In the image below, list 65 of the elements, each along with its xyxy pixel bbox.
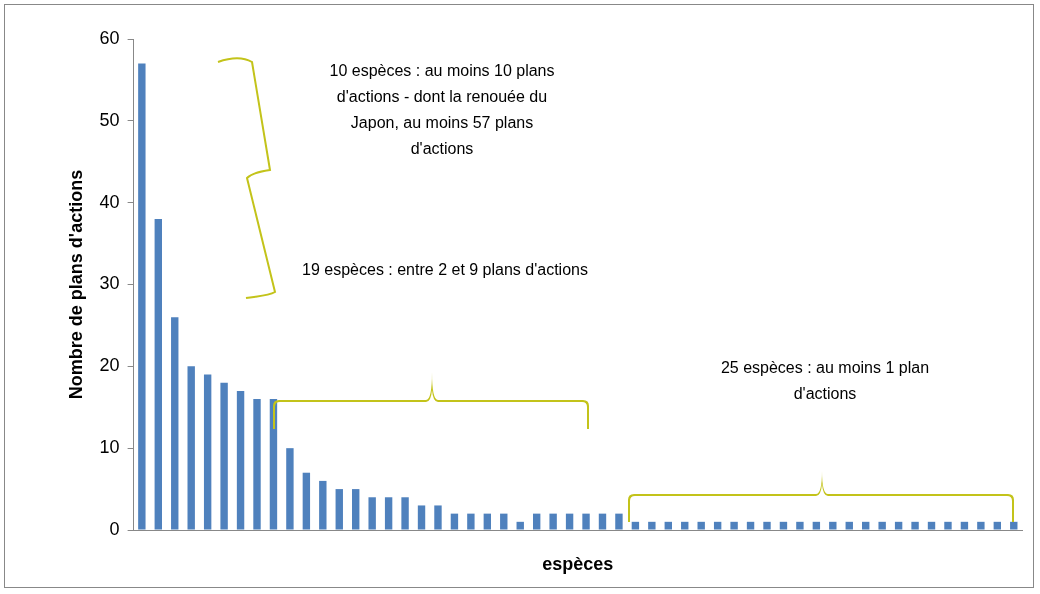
bar	[368, 497, 376, 530]
bar	[779, 521, 788, 530]
bar	[220, 382, 228, 530]
bar	[138, 63, 146, 530]
bar	[927, 521, 936, 530]
bar	[154, 219, 162, 530]
bar	[532, 513, 541, 530]
annotation: 19 espèces : entre 2 et 9 plans d'actions	[301, 260, 589, 280]
bar	[746, 521, 755, 530]
bar	[352, 489, 360, 530]
bar	[319, 480, 327, 530]
bar	[582, 513, 590, 530]
y-tick-label: 30	[99, 273, 120, 294]
annotation: 25 espèces : au moins 1 plan d'actions	[719, 358, 931, 404]
bar	[977, 521, 985, 530]
bar	[944, 521, 952, 530]
bar	[894, 521, 903, 530]
y-tick-label: 0	[109, 518, 120, 539]
bar	[286, 448, 294, 530]
bar	[483, 513, 492, 530]
bar	[434, 505, 442, 530]
bar	[187, 366, 195, 530]
bar	[845, 521, 853, 530]
bar	[615, 513, 623, 530]
bar	[236, 390, 245, 530]
bar	[549, 513, 557, 530]
y-tick-label: 40	[99, 191, 120, 212]
bar	[171, 317, 179, 530]
bar	[730, 521, 738, 530]
bar	[812, 521, 821, 530]
bar	[302, 472, 311, 530]
bar	[417, 505, 426, 530]
bar	[500, 513, 508, 530]
bar	[598, 513, 607, 530]
bar	[384, 497, 393, 530]
bar	[829, 521, 837, 530]
bar	[862, 521, 870, 530]
bar	[516, 521, 524, 530]
bar	[450, 513, 459, 530]
y-tick-label: 60	[99, 27, 120, 48]
bar	[467, 513, 475, 530]
y-tick-label: 50	[99, 109, 120, 130]
bar	[631, 521, 640, 530]
y-tick-label: 20	[99, 355, 120, 376]
bar	[253, 399, 261, 530]
bar	[697, 521, 705, 530]
bar	[763, 521, 771, 530]
y-axis-title: Nombre de plans d'actions	[65, 169, 86, 400]
bar	[911, 521, 919, 530]
bar	[993, 521, 1002, 530]
bar	[1010, 521, 1018, 530]
bar	[203, 374, 212, 530]
bar	[713, 521, 722, 530]
y-tick-label: 10	[99, 437, 120, 458]
bar	[796, 521, 804, 530]
annotation: 10 espèces : au moins 10 plans d'actions - dont la renouée du Japon, au moins 57 plans d'actions	[328, 61, 556, 159]
bar	[565, 513, 574, 530]
x-axis-title: espèces	[542, 554, 614, 575]
bar	[664, 521, 672, 530]
bar	[648, 521, 656, 530]
bar	[681, 521, 689, 530]
bar	[878, 521, 886, 530]
bar	[960, 521, 969, 530]
bar	[335, 489, 343, 530]
bar	[401, 497, 409, 530]
